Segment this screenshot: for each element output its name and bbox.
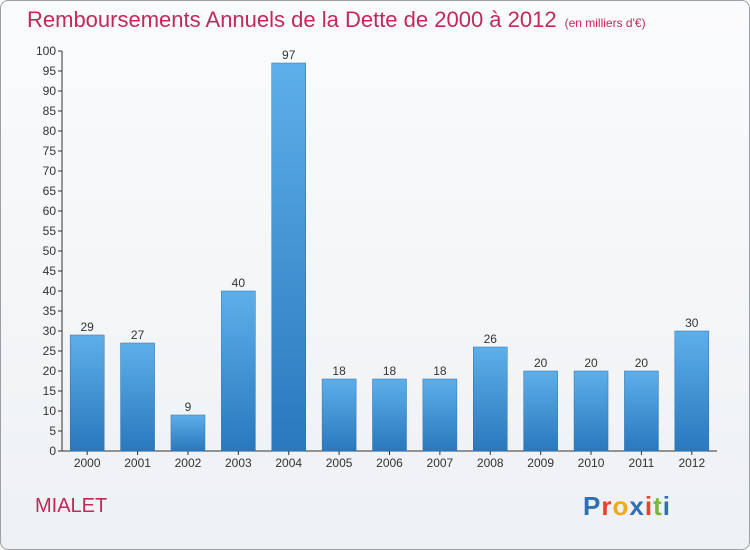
bar-2003 <box>221 290 256 452</box>
y-tick-label: 60 <box>43 204 57 218</box>
x-tick-label: 2012 <box>678 456 705 470</box>
x-tick-label: 2004 <box>275 456 302 470</box>
bar-value-label: 20 <box>584 356 598 370</box>
y-tick-label: 10 <box>43 404 57 418</box>
x-axis: 2000 2001 2002 2003 2004 2005 2006 2007 2008 2009… <box>62 450 717 470</box>
chart-subtitle: (en milliers d'€) <box>564 16 646 30</box>
x-tick-label: 2002 <box>175 456 202 470</box>
logo-letter: i <box>644 491 654 521</box>
proxiti-logo: Proxiti <box>583 491 671 522</box>
bar-value-label: 20 <box>534 356 548 370</box>
y-axis: 0 5 10 15 20 25 30 35 40 45 50 55 60 65 70 75 80 85 90 95 10… <box>36 44 63 458</box>
bar-value-label: 9 <box>185 400 192 414</box>
y-tick-label: 50 <box>43 244 57 258</box>
bar-2011 <box>624 370 659 452</box>
x-tick-label: 2009 <box>527 456 554 470</box>
bar-2006 <box>372 378 407 452</box>
y-tick-label: 40 <box>43 284 57 298</box>
y-tick-label: 75 <box>43 144 57 158</box>
x-tick-label: 2005 <box>326 456 353 470</box>
y-tick-label: 55 <box>43 224 57 238</box>
bar-2005 <box>321 378 357 452</box>
y-tick-label: 100 <box>36 44 56 58</box>
x-tick-label: 2011 <box>629 456 655 470</box>
x-tick-label: 2000 <box>74 456 101 470</box>
logo-letter: r <box>601 491 613 521</box>
y-tick-label: 0 <box>49 444 56 458</box>
chart-title: Remboursements Annuels de la Dette de 20… <box>27 7 646 33</box>
x-tick-label: 2010 <box>578 456 605 470</box>
bar-value-label: 18 <box>433 364 447 378</box>
y-tick-label: 35 <box>43 304 57 318</box>
y-tick-label: 25 <box>43 344 57 358</box>
logo-letter: t <box>653 491 663 521</box>
logo-letter: x <box>629 491 645 521</box>
bar-2009 <box>523 370 558 452</box>
bar-value-label: 18 <box>332 364 346 378</box>
bar-2001 <box>120 342 155 452</box>
y-tick-label: 85 <box>43 104 57 118</box>
logo-letter: P <box>583 491 602 521</box>
commune-name: MIALET <box>35 495 108 517</box>
bar-2004 <box>271 62 306 452</box>
bar-value-label: 97 <box>282 48 296 62</box>
x-tick-label: 2006 <box>376 456 403 470</box>
y-tick-label: 45 <box>43 264 57 278</box>
y-tick-label: 90 <box>43 84 57 98</box>
bar-value-label: 29 <box>81 320 95 334</box>
bar-value-label: 18 <box>383 364 397 378</box>
logo-letter: o <box>612 491 630 521</box>
x-tick-label: 2008 <box>477 456 504 470</box>
bar-2012 <box>674 330 710 452</box>
y-tick-label: 70 <box>43 164 57 178</box>
logo-letter: i <box>662 491 671 521</box>
x-tick-label: 2007 <box>427 456 454 470</box>
bar-2007 <box>422 378 458 452</box>
bar-value-label: 40 <box>232 276 246 290</box>
y-tick-label: 80 <box>43 124 57 138</box>
bar-2000 <box>69 334 105 452</box>
y-tick-label: 30 <box>43 324 57 338</box>
bar-value-label: 20 <box>635 356 649 370</box>
x-tick-label: 2001 <box>124 456 151 470</box>
y-tick-label: 20 <box>43 364 57 378</box>
x-tick-label: 2003 <box>225 456 252 470</box>
bar-value-label: 26 <box>484 332 498 346</box>
y-tick-label: 5 <box>49 424 56 438</box>
chart-title-text: Remboursements Annuels de la Dette de 20… <box>27 7 557 32</box>
bar-2010 <box>573 370 609 452</box>
bar-value-label: 27 <box>131 328 145 342</box>
bar-2002 <box>170 414 206 452</box>
y-tick-label: 65 <box>43 184 57 198</box>
bar-value-label: 30 <box>685 316 699 330</box>
bars: 29 27 9 40 97 18 18 18 26 20 20 20 30 <box>69 48 710 452</box>
y-tick-label: 95 <box>43 64 57 78</box>
y-tick-label: 15 <box>43 384 57 398</box>
bar-2008 <box>473 346 508 452</box>
